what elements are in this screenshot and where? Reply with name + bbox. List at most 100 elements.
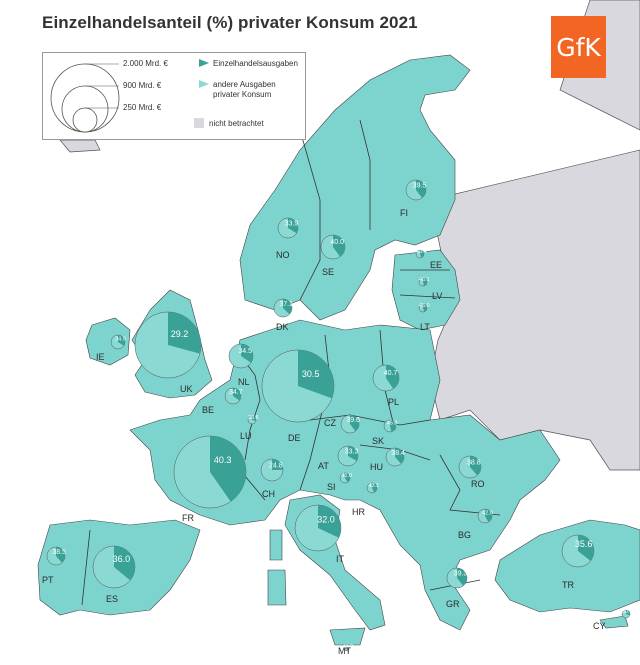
pie-de: 30.5 DE bbox=[261, 349, 335, 443]
legend-size-2000: 2.000 Mrd. € bbox=[123, 59, 168, 68]
pie-retail-be bbox=[233, 388, 242, 401]
pie-at: 33.3 AT bbox=[318, 445, 358, 471]
pie-hu: 38.4 HU bbox=[370, 447, 405, 472]
country-code-at: AT bbox=[318, 461, 329, 471]
pie-value-ie: 34.0 bbox=[115, 336, 126, 342]
pie-retail-gr bbox=[457, 568, 468, 586]
pie-retail-sk bbox=[390, 420, 397, 432]
legend-size-250: 250 Mrd. € bbox=[123, 103, 162, 112]
pie-retail-ch bbox=[272, 459, 283, 470]
pie-retail-it bbox=[318, 505, 342, 538]
pie-value-fr: 40.3 bbox=[214, 455, 232, 465]
pie-retail-no bbox=[288, 218, 298, 234]
legend: 2.000 Mrd. € 900 Mrd. € 250 Mrd. € Einze… bbox=[42, 52, 306, 140]
pie-value-lu: 28.6 bbox=[248, 415, 259, 421]
country-code-it: IT bbox=[336, 554, 345, 564]
pie-tr: 35.6 TR bbox=[561, 534, 595, 590]
pie-lv: 46.1 LV bbox=[418, 277, 442, 301]
pie-value-es: 36.0 bbox=[113, 554, 131, 564]
pie-value-bg: 42.0 bbox=[482, 510, 493, 516]
country-code-mt: MT bbox=[338, 646, 351, 656]
pie-retail-mt bbox=[347, 647, 350, 651]
pie-value-se: 40.0 bbox=[330, 239, 344, 246]
pie-ro: 38.8 RO bbox=[458, 455, 485, 489]
legend-other-swatch bbox=[199, 80, 209, 88]
pie-pl: 40.7 PL bbox=[372, 364, 400, 407]
pie-retail-se bbox=[333, 235, 345, 257]
country-code-cz: CZ bbox=[324, 418, 336, 428]
pie-retail-ro bbox=[470, 456, 482, 476]
country-code-se: SE bbox=[322, 267, 334, 277]
pie-value-mt: 44.7 bbox=[342, 645, 353, 651]
legend-size-900: 900 Mrd. € bbox=[123, 81, 162, 90]
pie-ie: 34.0 IE bbox=[96, 334, 126, 362]
pie-value-ee: 43.4 bbox=[416, 249, 427, 255]
legend-retail-label: Einzelhandelsausgaben bbox=[213, 59, 298, 68]
pie-lu: 28.6 LU bbox=[240, 415, 259, 441]
pie-retail-hu bbox=[395, 448, 404, 464]
pie-ee: 43.4EE bbox=[415, 249, 442, 270]
country-code-ch: CH bbox=[262, 489, 275, 499]
country-code-gr: GR bbox=[446, 599, 460, 609]
pie-dk: 37.1 DK bbox=[273, 298, 293, 332]
country-code-ee: EE bbox=[430, 260, 442, 270]
pie-retail-de bbox=[298, 349, 334, 399]
pie-fr: 40.3 FR bbox=[173, 435, 247, 523]
pie-value-dk: 37.1 bbox=[279, 301, 293, 308]
pie-cy: 30.1 CY bbox=[593, 609, 633, 631]
pie-retail-hr bbox=[372, 483, 378, 493]
legend-size-circle-small bbox=[72, 107, 98, 133]
country-code-dk: DK bbox=[276, 322, 289, 332]
country-code-ro: RO bbox=[471, 479, 485, 489]
pie-retail-si bbox=[345, 473, 351, 483]
pie-retail-fi bbox=[416, 180, 427, 198]
pie-retail-bg bbox=[485, 509, 493, 523]
country-code-si: SI bbox=[327, 482, 336, 492]
country-code-hu: HU bbox=[370, 462, 383, 472]
pie-hr: 43.1 HR bbox=[352, 482, 379, 517]
legend-other-label-1: andere Ausgaben bbox=[213, 80, 276, 89]
pie-retail-cz bbox=[350, 415, 360, 432]
pie-value-cy: 30.1 bbox=[622, 609, 633, 615]
country-code-pl: PL bbox=[388, 397, 399, 407]
pie-retail-ie bbox=[118, 335, 126, 346]
map-title: Einzelhandelsanteil (%) privater Konsum … bbox=[42, 13, 418, 32]
country-code-be: BE bbox=[202, 405, 214, 415]
pie-pt: 38.5 PT bbox=[42, 546, 66, 585]
legend-graphics bbox=[50, 59, 209, 133]
pie-value-pt: 38.5 bbox=[52, 549, 66, 556]
country-code-fi: FI bbox=[400, 208, 408, 218]
pie-it: 32.0 IT bbox=[294, 504, 345, 564]
gfk-logo: GfK bbox=[551, 16, 606, 78]
pie-value-hr: 43.1 bbox=[368, 483, 379, 489]
country-code-ie: IE bbox=[96, 352, 105, 362]
pie-retail-dk bbox=[283, 299, 292, 315]
pie-value-ro: 38.8 bbox=[467, 459, 481, 466]
pie-value-nl: 34.5 bbox=[238, 348, 252, 355]
legend-not-considered-swatch bbox=[194, 118, 204, 128]
country-code-tr: TR bbox=[562, 580, 574, 590]
legend-not-considered-label: nicht betrachtet bbox=[209, 119, 264, 128]
pie-nl: 34.5 NL bbox=[228, 343, 254, 387]
pie-retail-lv bbox=[423, 278, 427, 286]
pie-retail-pl bbox=[386, 365, 400, 389]
pie-value-ch: 24.8 bbox=[269, 462, 283, 469]
country-code-nl: NL bbox=[238, 377, 250, 387]
legend-other-label-2: privater Konsum bbox=[213, 90, 272, 99]
pie-retail-uk bbox=[168, 312, 201, 354]
pie-sk: 45.8 SK bbox=[372, 419, 398, 446]
pie-value-si: 41.0 bbox=[341, 473, 352, 479]
country-code-sk: SK bbox=[372, 436, 384, 446]
pie-value-uk: 29.2 bbox=[171, 329, 189, 339]
country-code-uk: UK bbox=[180, 384, 193, 394]
country-code-lv: LV bbox=[432, 291, 442, 301]
pie-value-pl: 40.7 bbox=[384, 370, 398, 377]
pie-se: 40.0 SE bbox=[320, 234, 346, 277]
pie-value-cz: 39.6 bbox=[346, 417, 360, 424]
pie-ch: 24.8 CH bbox=[260, 458, 284, 499]
pie-value-sk: 45.8 bbox=[387, 421, 398, 427]
pie-gr: 39.3 GR bbox=[446, 567, 468, 609]
pie-bg: 42.0 BG bbox=[458, 508, 493, 540]
